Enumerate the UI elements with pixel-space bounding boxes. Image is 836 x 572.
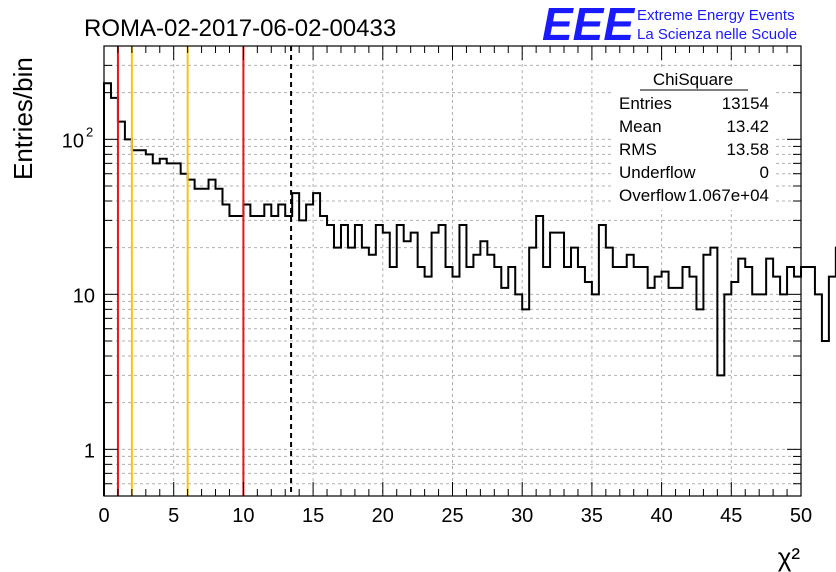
stats-row-label: Underflow — [619, 163, 696, 182]
stats-row-label: Mean — [619, 117, 662, 136]
brand-line-2: La Scienza nelle Scuole — [637, 26, 797, 43]
stats-row-value: 13.42 — [726, 117, 769, 136]
brand-line-1: Extreme Energy Events — [637, 7, 795, 24]
x-tick-label: 0 — [98, 505, 109, 527]
y-tick-label-exponent: 2 — [86, 124, 93, 139]
stats-box-title: ChiSquare — [653, 70, 733, 89]
stats-row-value: 0 — [760, 163, 769, 182]
x-tick-label: 15 — [302, 505, 324, 527]
y-tick-label: 10 — [73, 285, 95, 307]
x-tick-label: 40 — [650, 505, 672, 527]
stats-box: ChiSquare Entries 13154 Mean 13.42 RMS 13.58 U… — [612, 68, 776, 210]
stats-row-label: Overflow — [619, 186, 687, 205]
run-title: ROMA-02-2017-06-02-00433 — [84, 15, 396, 42]
stats-row-label: Entries — [619, 94, 672, 113]
x-tick-label: 20 — [372, 505, 394, 527]
y-tick-label: 1 — [84, 440, 95, 462]
stats-row-value: 1.067e+04 — [688, 186, 769, 205]
stats-rows: Entries 13154 Mean 13.42 RMS 13.58 Underflow 0 O… — [619, 94, 769, 205]
x-axis-title: χ² — [778, 542, 801, 572]
stats-box-background — [612, 68, 776, 210]
x-tick-label: 35 — [581, 505, 603, 527]
x-tick-label: 25 — [441, 505, 463, 527]
x-tick-label: 30 — [511, 505, 533, 527]
x-tick-label: 5 — [168, 505, 179, 527]
vertical-lines-layer — [116, 46, 293, 496]
stats-row-value: 13.58 — [726, 140, 769, 159]
y-tick-label: 10 — [62, 130, 84, 152]
eee-logo: EEE — [542, 0, 635, 50]
histogram-layer — [103, 82, 836, 496]
stats-row-label: RMS — [619, 140, 657, 159]
histogram-bars — [103, 82, 836, 496]
x-tick-label: 45 — [720, 505, 742, 527]
x-tick-label: 50 — [790, 505, 812, 527]
stats-row-value: 13154 — [722, 94, 769, 113]
x-tick-label: 10 — [232, 505, 254, 527]
y-axis-title: Entries/bin — [8, 57, 38, 180]
